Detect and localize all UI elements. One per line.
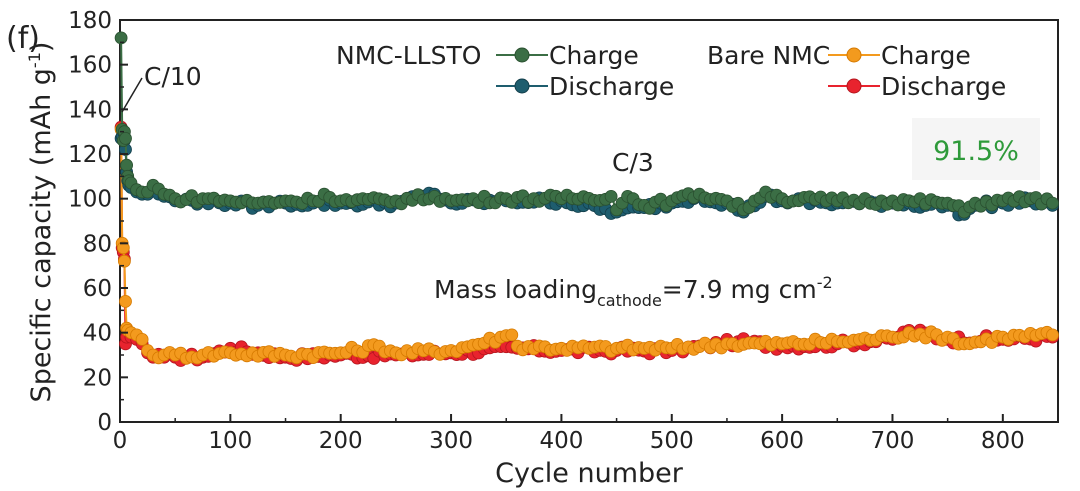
mass-loading-sup: -2 — [817, 273, 833, 292]
y-axis: 0 20 40 60 80 100 120 140 160 180 — [68, 8, 128, 436]
annotation-mass-loading: Mass loadingcathode=7.9 mg cm-2 — [434, 273, 833, 310]
data-point — [1046, 328, 1059, 342]
x-tick-label: 600 — [760, 428, 804, 454]
x-tick-label: 800 — [981, 428, 1025, 454]
mass-loading-value: =7.9 mg cm — [662, 275, 817, 304]
y-tick-label: 120 — [68, 142, 112, 168]
legend-marker-bare-charge — [846, 47, 862, 63]
x-tick-label: 100 — [208, 428, 252, 454]
legend: NMC-LLSTO Charge Discharge Bare NMC Char… — [336, 41, 1006, 101]
panel-label: (f) — [6, 21, 40, 56]
data-point — [119, 294, 132, 308]
x-axis-title: Cycle number — [495, 458, 684, 489]
legend-label-nmc-discharge: Discharge — [549, 72, 674, 101]
legend-marker-bare-discharge — [846, 78, 862, 94]
data-point — [505, 328, 519, 342]
annotation-rate-initial: C/10 — [144, 62, 202, 91]
y-tick-label: 180 — [68, 8, 112, 34]
y-axis-title: Specific capacity (mAh g-1) — [25, 42, 57, 403]
series-bare-charge — [114, 122, 1059, 365]
y-axis-title-main: Specific capacity (mAh g — [26, 68, 57, 402]
legend-marker-nmc-charge — [514, 47, 530, 63]
annotation-rate-main: C/3 — [612, 148, 654, 177]
series-nmc-llsto-charge — [114, 31, 1059, 219]
x-tick-label: 700 — [871, 428, 915, 454]
y-axis-title-close: ) — [26, 42, 57, 53]
y-tick-label: 160 — [68, 53, 112, 79]
data-point — [114, 31, 128, 45]
retention-value: 91.5% — [933, 136, 1019, 167]
x-tick-label: 400 — [539, 428, 583, 454]
data-point — [119, 131, 132, 145]
data-point — [118, 254, 131, 268]
data-point — [604, 189, 618, 203]
annotation-rate-initial-pointer — [121, 77, 143, 113]
legend-marker-nmc-discharge — [514, 78, 530, 94]
x-tick-label: 300 — [429, 428, 473, 454]
x-tick-label: 0 — [113, 428, 128, 454]
y-tick-label: 60 — [83, 276, 112, 302]
x-tick-label: 200 — [319, 428, 363, 454]
x-tick-label: 500 — [650, 428, 694, 454]
retention-box — [912, 118, 1040, 180]
legend-label-bare-charge: Charge — [881, 41, 971, 70]
data-point — [135, 332, 149, 346]
y-tick-label: 40 — [83, 321, 112, 347]
legend-label-nmc-charge: Charge — [549, 41, 639, 70]
legend-group-nmc-llsto: NMC-LLSTO — [336, 41, 481, 70]
series-layer — [114, 31, 1059, 367]
y-tick-label: 20 — [83, 365, 112, 391]
y-tick-label: 140 — [68, 97, 112, 123]
data-point — [1046, 196, 1059, 210]
x-axis: 0 100 200 300 400 500 600 700 800 — [113, 414, 1025, 454]
data-point — [120, 158, 133, 172]
mass-loading-prefix: Mass loading — [434, 275, 597, 304]
y-tick-label: 80 — [83, 231, 112, 257]
data-point — [116, 241, 130, 255]
y-axis-title-sup: -1 — [25, 52, 44, 68]
legend-group-bare-nmc: Bare NMC — [707, 41, 830, 70]
legend-label-bare-discharge: Discharge — [881, 72, 1006, 101]
y-tick-label: 0 — [97, 410, 112, 436]
y-tick-label: 100 — [68, 187, 112, 213]
mass-loading-sub: cathode — [597, 291, 662, 310]
